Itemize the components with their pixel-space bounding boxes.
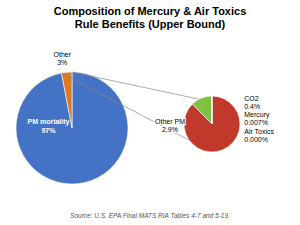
pie-slice	[192, 96, 212, 124]
data-label: PM mortality97%	[27, 118, 69, 134]
title-line: Rule Benefits (Upper Bound)	[75, 18, 226, 30]
pie-slice	[16, 72, 128, 184]
data-label: Mercury0.007%	[244, 111, 270, 126]
title-line: Composition of Mercury & Air Toxics	[54, 5, 247, 17]
source-line: Source: U.S. EPA Final MATS RIA Tables 4…	[70, 212, 230, 219]
data-label-line: Air Toxics	[244, 128, 274, 135]
data-label-line: 0.000%	[244, 136, 268, 143]
connector-line	[72, 72, 204, 100]
pie-slice	[184, 96, 240, 152]
title: Composition of Mercury & Air ToxicsRule …	[54, 5, 247, 30]
pie-slice	[211, 96, 212, 124]
source: Source: U.S. EPA Final MATS RIA Tables 4…	[70, 212, 230, 219]
pie-slice	[211, 96, 212, 124]
data-label: CO20.4%	[244, 95, 260, 110]
chart: Composition of Mercury & Air ToxicsRule …	[0, 0, 300, 225]
data-label-line: Other PM	[155, 118, 185, 125]
main-pie	[16, 72, 128, 184]
connector-line	[62, 73, 204, 148]
data-label: Other PM2.9%	[155, 118, 185, 133]
data-label: Air Toxics0.000%	[244, 128, 274, 143]
data-label-line: 0.4%	[244, 103, 260, 110]
data-label-line: 3%	[57, 59, 67, 66]
data-label: Other3%	[54, 51, 72, 66]
data-label-line: CO2	[244, 95, 258, 102]
data-label-line: PM mortality	[27, 118, 69, 126]
data-label-line: Other	[54, 51, 72, 58]
data-label-line: 97%	[41, 127, 56, 134]
data-label-line: Mercury	[244, 111, 270, 119]
data-label-line: 2.9%	[162, 126, 178, 133]
data-label-line: 0.007%	[244, 119, 268, 126]
sub-pie	[184, 96, 240, 152]
